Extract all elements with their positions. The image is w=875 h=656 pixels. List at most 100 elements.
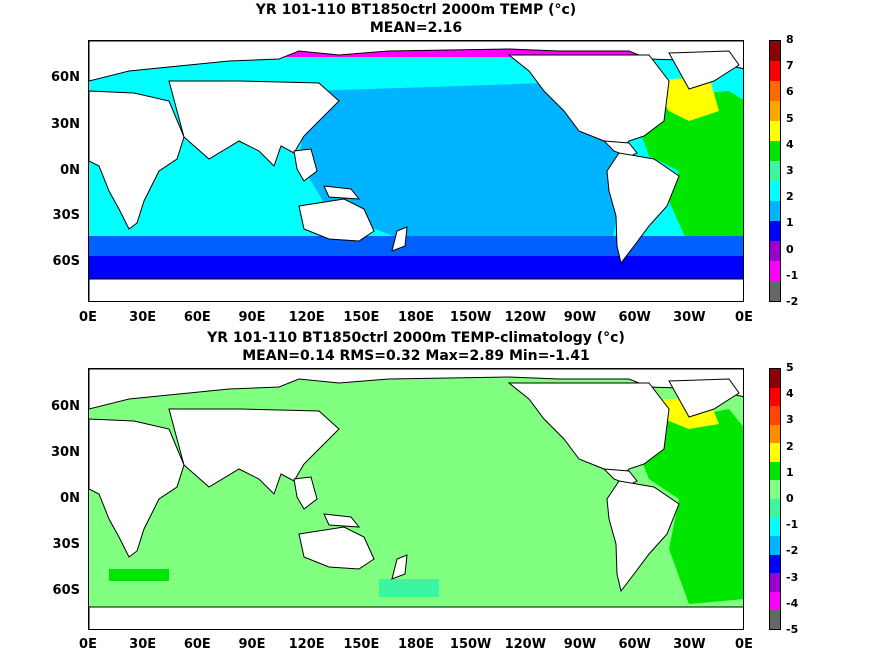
colorbar-swatch — [770, 406, 780, 425]
x-tick: 180E — [397, 310, 435, 325]
colorbar-swatch — [770, 443, 780, 462]
land-new-zealand — [391, 554, 408, 580]
x-tick: 150E — [343, 637, 380, 652]
bottom-y-tick-60n: 60N — [51, 399, 80, 414]
colorbar-label: -5 — [786, 623, 799, 636]
colorbar-label: -3 — [786, 570, 799, 584]
x-tick: 90W — [563, 310, 597, 325]
colorbar-label: 6 — [786, 85, 794, 99]
colorbar-swatch — [770, 261, 780, 281]
colorbar-label: 4 — [786, 137, 794, 151]
land-new-guinea — [323, 185, 361, 200]
land-greenland — [668, 378, 740, 418]
top-y-tick-60n: 60N — [51, 70, 80, 85]
colorbar-label: 4 — [786, 387, 794, 401]
land-asia — [168, 408, 340, 495]
colorbar-label: 2 — [786, 190, 794, 204]
top-pacific-field — [299, 81, 629, 251]
top-title-line2: MEAN=2.16 — [369, 20, 463, 36]
x-tick: 90E — [238, 310, 266, 325]
colorbar-swatch — [770, 610, 780, 629]
x-tick: 60E — [183, 637, 211, 652]
colorbar-swatch — [770, 498, 780, 518]
top-map-svg — [89, 41, 743, 301]
x-tick: 0E — [735, 310, 753, 325]
top-colorbar — [769, 40, 781, 302]
colorbar-swatch — [770, 461, 780, 481]
colorbar-label: 8 — [786, 33, 794, 46]
colorbar-swatch — [770, 281, 780, 301]
land-asia — [168, 80, 340, 167]
land-australia — [298, 526, 375, 570]
bottom-map — [88, 368, 744, 630]
land-africa — [89, 418, 185, 558]
x-tick: 30W — [673, 637, 706, 652]
colorbar-swatch — [770, 424, 780, 444]
bottom-y-tick-30s: 30S — [52, 537, 80, 552]
colorbar-swatch — [770, 554, 780, 574]
colorbar-label: 1 — [786, 216, 794, 230]
x-tick: 120W — [504, 637, 547, 652]
top-atlantic-field — [629, 91, 743, 246]
x-tick: 60W — [618, 310, 651, 325]
x-tick: 60W — [618, 637, 651, 652]
colorbar-swatch — [770, 61, 780, 81]
colorbar-label: -2 — [786, 544, 799, 558]
land-south-america — [606, 480, 680, 593]
bottom-y-tick-30n: 30N — [51, 445, 80, 460]
top-y-tick-30s: 30S — [52, 208, 80, 223]
x-tick: 90E — [238, 637, 266, 652]
colorbar-swatch — [770, 591, 780, 611]
colorbar-swatch — [770, 121, 780, 141]
colorbar-label: 2 — [786, 439, 794, 453]
bottom-title-line1: YR 101-110 BT1850ctrl 2000m TEMP-climato… — [207, 330, 625, 346]
colorbar-label: -1 — [786, 268, 799, 282]
bottom-southern-patch — [109, 569, 169, 581]
colorbar-label: 3 — [786, 164, 794, 177]
colorbar-label: 0 — [786, 492, 794, 505]
land-new-guinea — [323, 513, 361, 528]
colorbar-label: -4 — [786, 596, 799, 610]
colorbar-label: -2 — [786, 295, 799, 308]
colorbar-swatch — [770, 387, 780, 407]
colorbar-swatch — [770, 536, 780, 555]
bottom-colorbar — [769, 368, 781, 630]
bottom-y-tick-60s: 60S — [52, 583, 80, 598]
colorbar-label: -1 — [786, 518, 799, 532]
bottom-atlantic-field — [629, 409, 743, 604]
x-tick: 120W — [504, 310, 547, 325]
top-antarctic-band — [89, 256, 743, 279]
colorbar-swatch — [770, 221, 780, 241]
x-tick: 180E — [397, 637, 435, 652]
land-africa — [89, 90, 185, 230]
colorbar-swatch — [770, 81, 780, 101]
colorbar-swatch — [770, 201, 780, 221]
x-tick: 150W — [449, 310, 492, 325]
colorbar-swatch — [770, 41, 780, 61]
land-antarctica — [89, 606, 743, 629]
x-tick: 0E — [79, 310, 97, 325]
bottom-south-pacific-patch — [379, 579, 439, 597]
colorbar-swatch — [770, 101, 780, 121]
top-map — [88, 40, 744, 302]
colorbar-swatch — [770, 480, 780, 499]
land-south-america — [606, 152, 680, 265]
colorbar-swatch — [770, 517, 780, 537]
top-title-line1: YR 101-110 BT1850ctrl 2000m TEMP (°c) — [255, 2, 577, 18]
colorbar-swatch — [770, 141, 780, 161]
top-y-tick-0n: 0N — [60, 163, 80, 178]
bottom-y-tick-0n: 0N — [60, 491, 80, 506]
x-tick: 0E — [79, 637, 97, 652]
colorbar-label: 7 — [786, 59, 794, 73]
bottom-title-line2: MEAN=0.14 RMS=0.32 Max=2.89 Min=-1.41 — [242, 348, 590, 364]
land-antarctica — [89, 278, 743, 301]
colorbar-swatch — [770, 241, 780, 261]
colorbar-swatch — [770, 161, 780, 181]
colorbar-label: 0 — [786, 242, 794, 256]
land-indochina — [293, 148, 318, 182]
x-tick: 90W — [563, 637, 597, 652]
x-tick: 30E — [129, 637, 157, 652]
land-australia — [298, 198, 375, 242]
bottom-map-svg — [89, 369, 743, 629]
colorbar-swatch — [770, 369, 780, 388]
